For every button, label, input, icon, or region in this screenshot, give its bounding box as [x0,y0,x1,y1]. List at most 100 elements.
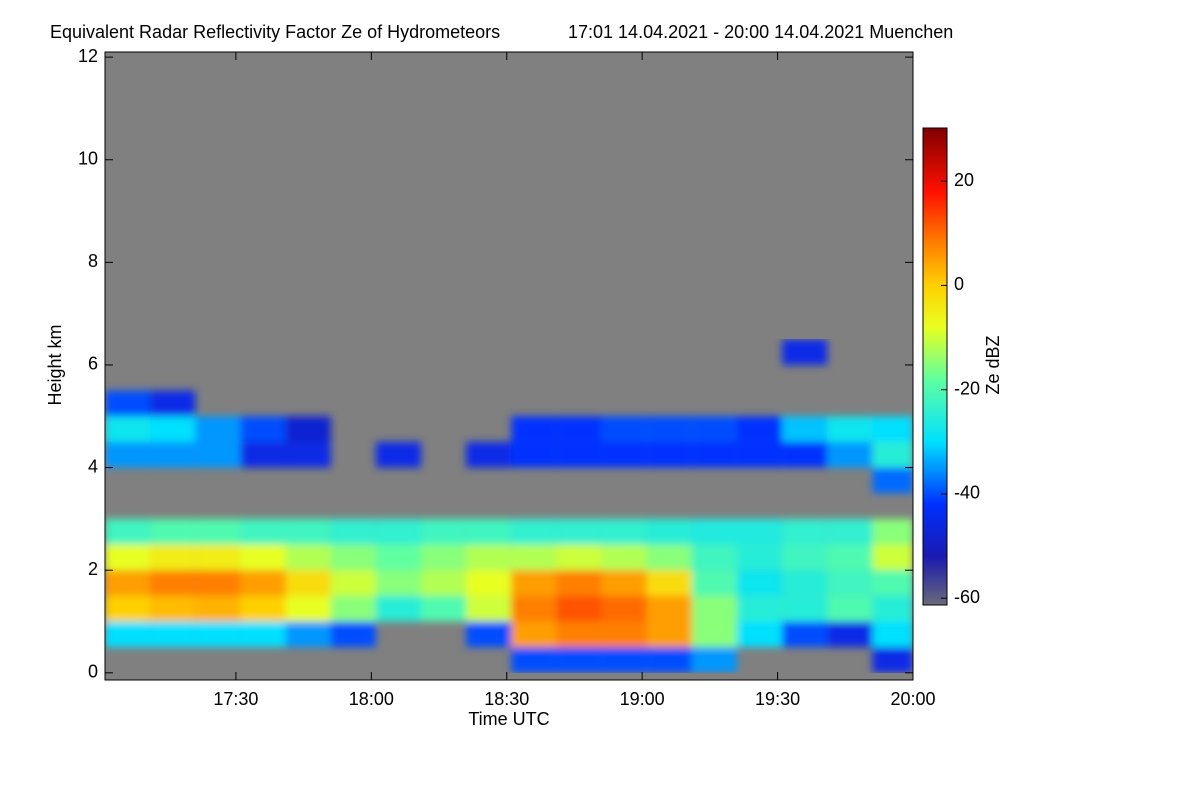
colorbar-tick-label: 20 [954,170,974,190]
chart-title: Equivalent Radar Reflectivity Factor Ze … [50,22,500,42]
y-axis-label: Height km [45,324,65,405]
heatmap-cell [736,570,783,596]
x-tick-label: 20:00 [890,689,935,709]
heatmap-cell [240,441,286,468]
heatmap-cell [150,441,196,468]
heatmap-cell [420,595,467,622]
heatmap-cell [150,570,196,596]
heatmap-cell [466,441,512,468]
heatmap-cell [646,416,692,442]
plot-frame [104,51,914,681]
heatmap-cell [601,544,647,571]
heatmap-cell [872,621,913,648]
heatmap-cell [736,595,783,622]
heatmap-cell [150,595,196,622]
heatmap-cell [601,518,647,545]
heatmap-cell [375,518,421,545]
heatmap-cell [601,441,647,468]
heatmap-cell [105,390,151,417]
heatmap-cell [827,621,873,648]
heatmap-cells [105,339,913,673]
heatmap-cell [240,518,286,545]
heatmap-cell [556,518,602,545]
heatmap-cell [736,621,783,648]
heatmap-cell [330,544,376,571]
heatmap-cell [736,416,783,442]
heatmap-cell [330,518,376,545]
heatmap-cell [556,595,602,622]
heatmap-cell [556,570,602,596]
heatmap-cell [646,544,692,571]
x-tick-label: 19:00 [620,689,665,709]
heatmap-cell [105,416,151,442]
heatmap-cell [556,544,602,571]
heatmap-cell [691,647,737,673]
heatmap-cell [466,595,512,622]
heatmap-cell [240,416,286,442]
heatmap-cell [782,544,828,571]
heatmap-cell [375,595,421,622]
heatmap-cell [195,518,241,545]
heatmap-cell [872,467,913,494]
heatmap-cell [195,595,241,622]
y-tick-label: 8 [88,251,98,271]
heatmap-cell [466,518,512,545]
x-tick-label: 19:30 [755,689,800,709]
colorbar-tick-label: 0 [954,274,964,294]
heatmap-cell [195,621,241,648]
heatmap-cell [646,570,692,596]
x-tick-label: 17:30 [213,689,258,709]
heatmap-cell [240,544,286,571]
x-tick-label: 18:30 [484,689,529,709]
heatmap-cell [375,544,421,571]
heatmap-cell [872,570,913,596]
heatmap-cell [105,621,151,648]
heatmap-cell [240,570,286,596]
x-tick-label: 18:00 [349,689,394,709]
y-tick-label: 4 [88,456,98,476]
chart-subtitle: 17:01 14.04.2021 - 20:00 14.04.2021 Muen… [568,22,953,42]
heatmap-cell [782,570,828,596]
heatmap-cell [691,416,737,442]
heatmap-cell [872,416,913,442]
heatmap-cell [466,544,512,571]
heatmap-cell [511,441,557,468]
heatmap-cell [556,647,602,673]
heatmap-cell [511,518,557,545]
heatmap-cell [736,441,783,468]
heatmap-cell [150,518,196,545]
heatmap-cell [872,595,913,622]
heatmap-cell [150,544,196,571]
heatmap-cell [511,544,557,571]
heatmap-cell [105,570,151,596]
heatmap-cell [782,339,828,365]
heatmap-cell [195,416,241,442]
heatmap-cell [691,595,737,622]
heatmap-cell [691,570,737,596]
heatmap-cell [150,416,196,442]
heatmap-cell [736,518,783,545]
heatmap-cell [195,441,241,468]
heatmap-cell [691,621,737,648]
heatmap-cell [601,570,647,596]
heatmap-cell [827,570,873,596]
heatmap-cell [420,570,467,596]
y-tick-label: 10 [78,148,98,168]
heatmap-cell [736,544,783,571]
heatmap-cell [601,621,647,648]
x-axis-label: Time UTC [468,709,549,729]
heatmap-cell [285,544,331,571]
y-tick-label: 6 [88,354,98,374]
heatmap-cell [872,441,913,468]
heatmap-cell [285,621,331,648]
heatmap-cell [195,570,241,596]
heatmap-cell [827,544,873,571]
heatmap-cell [511,416,557,442]
y-tick-label: 0 [88,662,98,682]
heatmap-cell [646,621,692,648]
heatmap-cell [646,647,692,673]
heatmap-cell [827,595,873,622]
colorbar-tick-label: -40 [954,483,980,503]
heatmap-cell [601,647,647,673]
